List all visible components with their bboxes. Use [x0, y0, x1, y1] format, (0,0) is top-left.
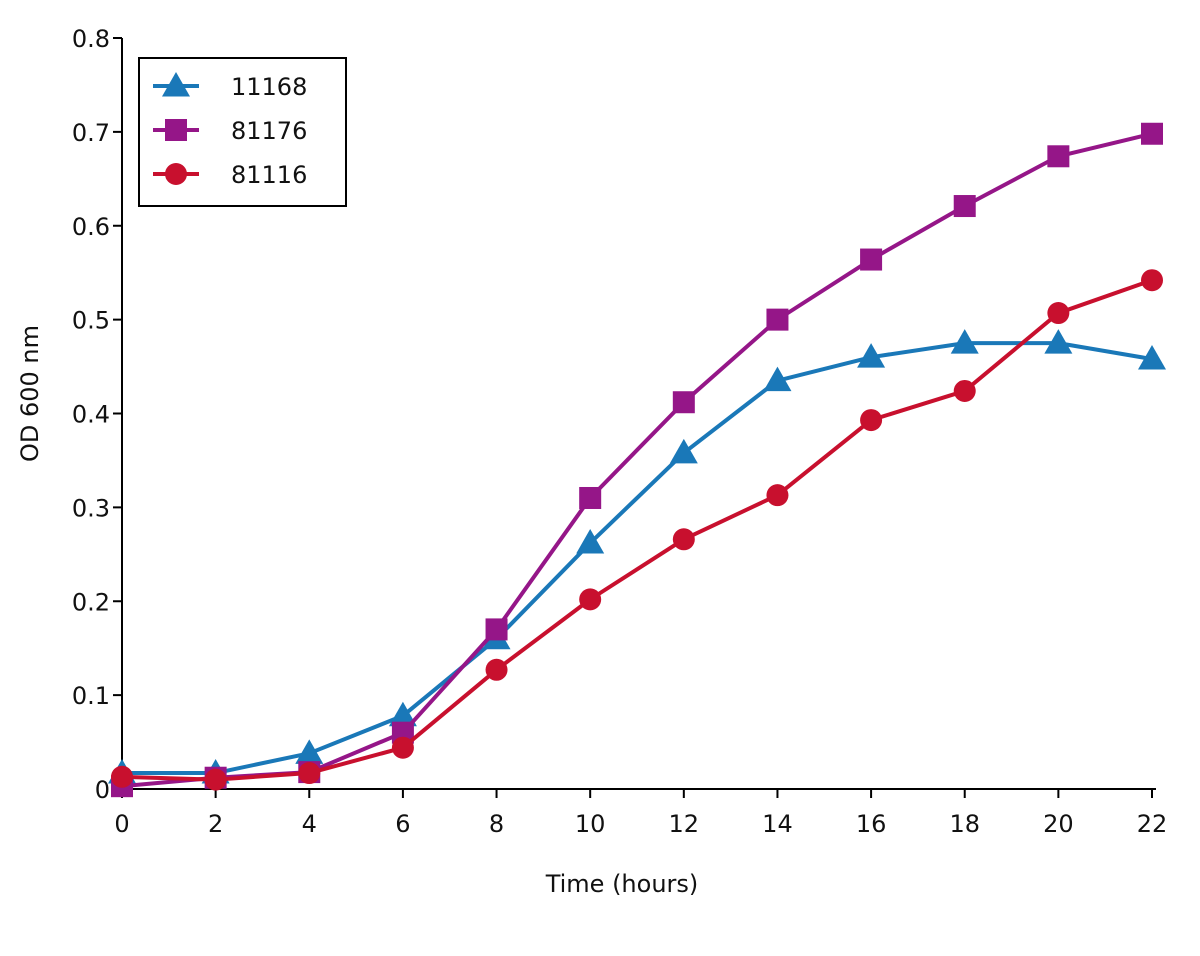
data-point	[1044, 329, 1073, 354]
data-point	[950, 329, 979, 354]
x-tick-label: 18	[949, 810, 980, 838]
data-point	[763, 366, 792, 392]
data-point	[298, 762, 321, 785]
y-axis-ticks: 0 0.1 0.2 0.3 0.4 0.5 0.6 0.7 0.8	[72, 25, 122, 804]
data-point	[579, 486, 602, 509]
x-axis-title: Time (hours)	[545, 870, 699, 898]
x-tick-label: 10	[575, 810, 606, 838]
x-tick-label: 6	[395, 810, 410, 838]
data-point	[860, 409, 883, 432]
y-tick-label: 0	[95, 776, 110, 804]
data-point	[111, 765, 133, 788]
data-point	[953, 195, 976, 218]
series-81176	[111, 122, 1163, 798]
data-point	[857, 343, 886, 368]
data-point	[1047, 302, 1070, 325]
data-point	[672, 528, 695, 551]
x-tick-label: 2	[208, 810, 223, 838]
series-line	[121, 131, 1153, 789]
data-point	[579, 588, 602, 611]
series-layer	[108, 122, 1166, 798]
data-point	[1138, 345, 1166, 370]
series-line	[122, 341, 1153, 776]
x-tick-label: 20	[1043, 810, 1074, 838]
x-tick-label: 12	[669, 810, 700, 838]
legend-label: 11168	[231, 73, 307, 101]
data-point	[388, 701, 417, 727]
legend: 11168 81176 81116	[138, 57, 347, 207]
x-tick-label: 0	[114, 810, 129, 838]
data-point	[1047, 145, 1070, 168]
data-point	[1141, 122, 1163, 145]
data-point	[672, 391, 695, 414]
axes: 0 0.1 0.2 0.3 0.4 0.5 0.6 0.7 0.8 0 2 4 6 8 10 12 14 16 1…	[72, 25, 1167, 838]
data-point	[391, 736, 414, 759]
legend-label: 81176	[231, 117, 307, 145]
data-point	[576, 529, 605, 554]
data-point	[669, 438, 698, 464]
data-point	[204, 768, 227, 791]
y-tick-label: 0.2	[72, 588, 110, 616]
legend-item: 11168	[153, 72, 307, 101]
x-tick-label: 14	[762, 810, 793, 838]
data-point	[860, 248, 883, 271]
legend-item: 81116	[153, 161, 307, 189]
y-tick-label: 0.6	[72, 213, 110, 241]
y-tick-label: 0.1	[72, 682, 110, 710]
data-point	[485, 618, 508, 641]
legend-marker	[165, 163, 187, 185]
series-line	[121, 278, 1153, 782]
data-point	[766, 308, 789, 331]
legend-label: 81116	[231, 161, 307, 189]
data-point	[766, 484, 789, 507]
x-tick-label: 16	[856, 810, 887, 838]
y-tick-label: 0.4	[72, 401, 110, 429]
legend-marker	[162, 72, 190, 97]
data-point	[295, 739, 324, 764]
data-point	[485, 658, 508, 681]
series-81116	[111, 269, 1163, 791]
legend-item: 81176	[153, 117, 307, 145]
y-tick-label: 0.8	[72, 25, 110, 53]
data-point	[1141, 269, 1163, 292]
x-tick-label: 22	[1137, 810, 1168, 838]
y-tick-label: 0.7	[72, 119, 110, 147]
y-axis-title: OD 600 nm	[16, 325, 44, 462]
y-tick-label: 0.3	[72, 494, 110, 522]
data-point	[953, 379, 976, 402]
x-axis-ticks: 0 2 4 6 8 10 12 14 16 18 20 22	[114, 789, 1167, 838]
x-tick-label: 8	[489, 810, 504, 838]
series-11168	[108, 329, 1166, 784]
y-tick-label: 0.5	[72, 307, 110, 335]
legend-marker	[165, 119, 187, 141]
x-tick-label: 4	[302, 810, 317, 838]
